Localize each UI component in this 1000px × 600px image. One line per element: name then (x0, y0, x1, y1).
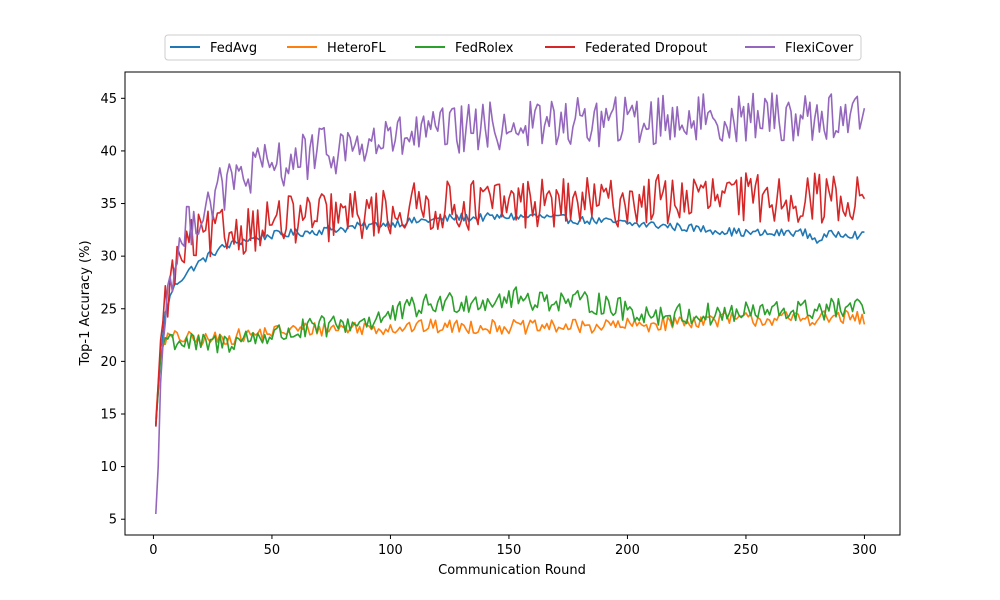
x-tick-label: 0 (149, 543, 157, 558)
x-tick-label: 300 (852, 543, 877, 558)
y-tick-label: 10 (100, 460, 117, 475)
x-axis-label: Communication Round (438, 563, 586, 578)
legend-label: HeteroFL (327, 41, 386, 56)
y-tick-label: 40 (100, 144, 117, 159)
x-tick-label: 250 (734, 543, 759, 558)
legend-label: FlexiCover (785, 41, 854, 56)
y-tick-label: 15 (100, 407, 117, 422)
y-tick-label: 30 (100, 250, 117, 265)
legend-label: FedAvg (210, 41, 257, 56)
y-axis-ticks: 5 10 15 20 25 30 35 40 45 (100, 92, 125, 528)
x-tick-label: 50 (264, 543, 281, 558)
series-line-fedavg (155, 212, 865, 427)
legend-label: FedRolex (455, 41, 514, 56)
y-tick-label: 5 (109, 513, 117, 528)
x-tick-label: 100 (378, 543, 403, 558)
y-tick-label: 25 (100, 302, 117, 317)
x-tick-label: 150 (497, 543, 522, 558)
y-tick-label: 20 (100, 355, 117, 370)
legend: FedAvg HeteroFL FedRolex Federated Dropout F… (164, 34, 862, 61)
series-line-federated-dropout (155, 172, 866, 427)
x-tick-label: 200 (615, 543, 640, 558)
series-line-fedrolex (155, 286, 866, 425)
legend-box (164, 34, 862, 61)
legend-label: Federated Dropout (585, 41, 707, 56)
y-tick-label: 45 (100, 92, 117, 107)
series-group (155, 92, 866, 515)
y-axis-label: Top-1 Accuracy (%) (78, 240, 93, 366)
y-tick-label: 35 (100, 197, 117, 212)
x-axis-ticks: 0 50 100 150 200 250 300 (149, 535, 877, 558)
series-line-heterofl (155, 309, 866, 420)
series-line-flexicover (155, 92, 866, 515)
